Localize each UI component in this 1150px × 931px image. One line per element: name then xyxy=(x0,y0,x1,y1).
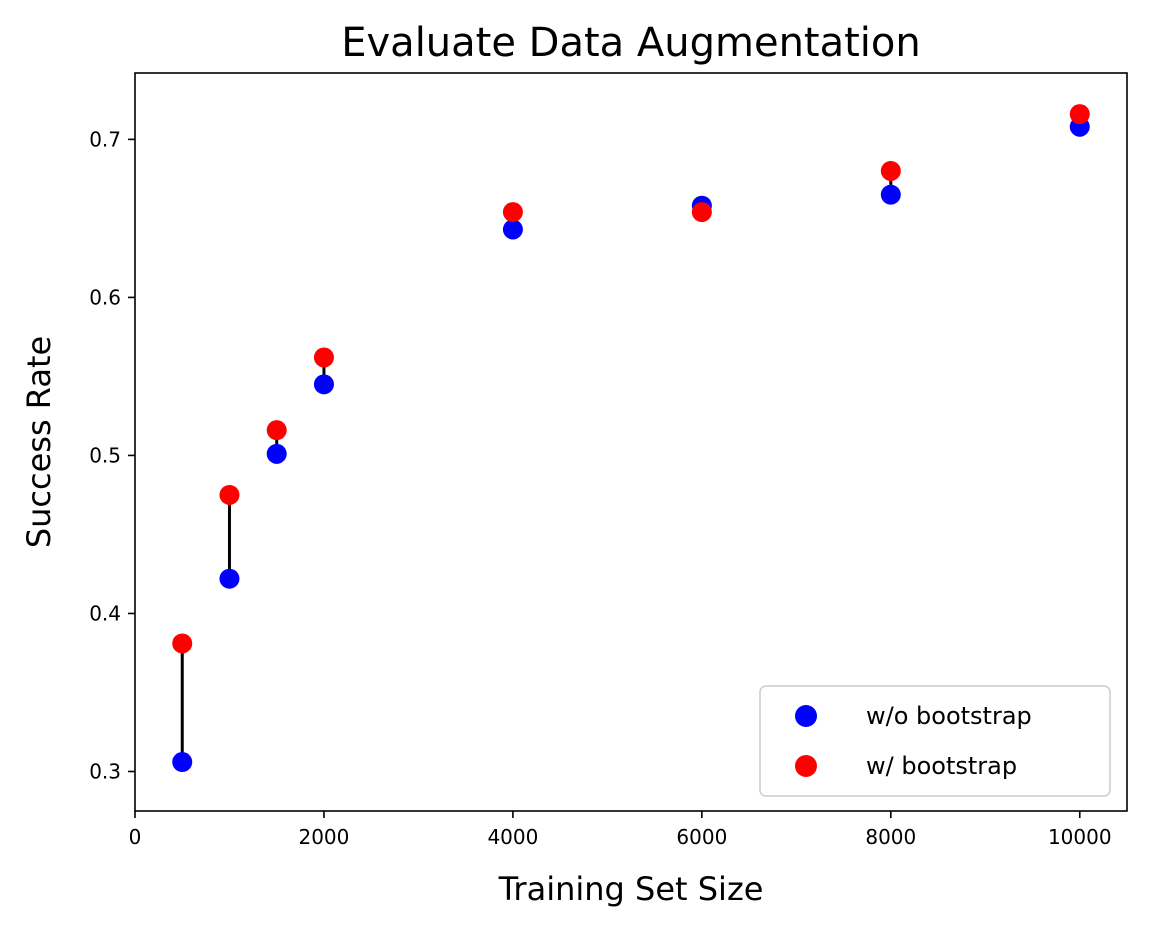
x-axis-label: Training Set Size xyxy=(498,870,764,908)
y-tick-label: 0.7 xyxy=(89,127,121,151)
x-tick-label: 2000 xyxy=(298,825,349,849)
x-tick-label: 4000 xyxy=(487,825,538,849)
y-tick-label: 0.6 xyxy=(89,285,121,309)
point-wo-bootstrap xyxy=(266,443,287,464)
y-axis-label: Success Rate xyxy=(20,336,58,548)
point-w-bootstrap xyxy=(880,160,901,181)
x-tick-label: 6000 xyxy=(676,825,727,849)
point-w-bootstrap xyxy=(1069,104,1090,125)
legend-box xyxy=(759,685,1111,797)
data-points xyxy=(172,104,1090,773)
y-tick-label: 0.5 xyxy=(89,443,121,467)
point-w-bootstrap xyxy=(313,347,334,368)
point-w-bootstrap xyxy=(266,420,287,441)
x-axis-ticks: 0 2000 4000 6000 8000 10000 xyxy=(129,811,1112,849)
point-w-bootstrap xyxy=(691,202,712,223)
y-tick-label: 0.3 xyxy=(89,759,121,783)
legend-label-w-bootstrap: w/ bootstrap xyxy=(866,752,1017,780)
point-wo-bootstrap xyxy=(313,374,334,395)
point-wo-bootstrap xyxy=(219,568,240,589)
point-w-bootstrap xyxy=(172,633,193,654)
y-axis-ticks: 0.3 0.4 0.5 0.6 0.7 xyxy=(89,127,135,783)
x-tick-label: 10000 xyxy=(1048,825,1112,849)
legend-label-wo-bootstrap: w/o bootstrap xyxy=(866,702,1032,730)
point-wo-bootstrap xyxy=(172,752,193,773)
legend-marker-w-bootstrap xyxy=(795,755,817,777)
y-tick-label: 0.4 xyxy=(89,601,121,625)
x-tick-label: 8000 xyxy=(865,825,916,849)
point-wo-bootstrap xyxy=(880,184,901,205)
point-wo-bootstrap xyxy=(502,219,523,240)
point-w-bootstrap xyxy=(502,202,523,223)
legend: w/o bootstrap w/ bootstrap xyxy=(759,685,1111,797)
point-w-bootstrap xyxy=(219,484,240,505)
chart-title: Evaluate Data Augmentation xyxy=(341,20,921,66)
legend-marker-wo-bootstrap xyxy=(795,705,817,727)
x-tick-label: 0 xyxy=(129,825,142,849)
